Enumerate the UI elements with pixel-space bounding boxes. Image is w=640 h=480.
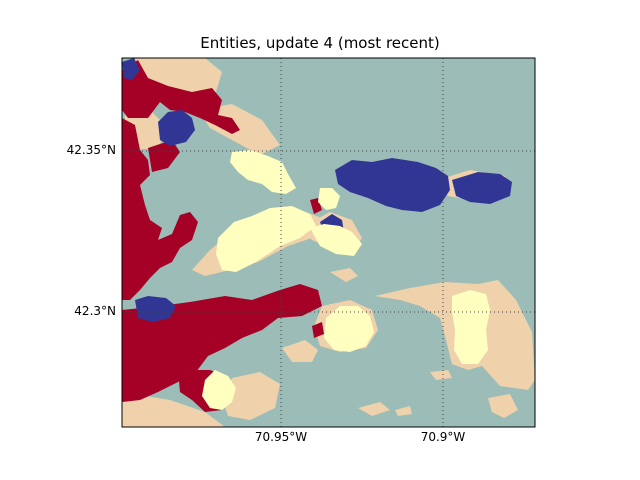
lon-tick-label: 70.9°W [420, 430, 466, 444]
map-title: Entities, update 4 (most recent) [200, 34, 440, 52]
lat-tick-label: 42.35°N [66, 143, 116, 157]
plot-frame [121, 57, 536, 428]
graticule [122, 58, 535, 427]
lat-tick-label: 42.3°N [74, 304, 116, 318]
yellow-entities [202, 150, 490, 410]
lon-tick-label: 70.95°W [254, 430, 308, 444]
